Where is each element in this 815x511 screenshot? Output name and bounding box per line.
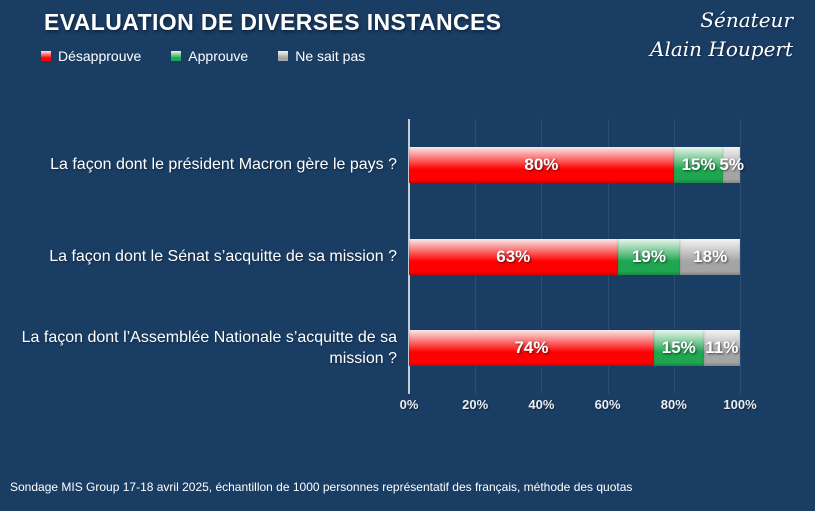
bar-value-label: 15%: [681, 154, 716, 174]
chart-legend: Désapprouve Approuve Ne sait pas: [41, 48, 365, 64]
category-label: La façon dont l’Assemblée Nationale s’ac…: [21, 329, 397, 368]
legend-swatch-icon: [41, 51, 51, 61]
category-label: La façon dont le président Macron gère l…: [50, 156, 397, 174]
page-title: EVALUATION DE DIVERSES INSTANCES: [44, 9, 502, 35]
bar-row: 63% 19% 18%: [409, 238, 740, 275]
bar-row: 80% 15% 5%: [409, 146, 744, 183]
bar-segment-désapprouve: 80%: [409, 146, 674, 183]
legend-label: Ne sait pas: [295, 48, 366, 64]
x-tick-label: 60%: [594, 397, 621, 412]
bar-segment-désapprouve: 74%: [409, 330, 654, 367]
x-tick-label: 100%: [723, 397, 757, 412]
bar-segment-ne-sait-pas: 11%: [703, 330, 740, 367]
bar-segment-approuve: 15%: [653, 330, 704, 367]
x-tick-label: 40%: [528, 397, 555, 412]
bar-value-label: 15%: [661, 338, 696, 358]
bar-segment-désapprouve: 63%: [409, 238, 618, 275]
author-signature: Sénateur Alain Houpert: [650, 6, 793, 64]
legend-swatch-icon: [171, 51, 182, 61]
legend-item: Approuve: [171, 48, 248, 64]
bar-value-label: 5%: [719, 154, 744, 174]
bar-segment-approuve: 15%: [673, 146, 724, 183]
source-note: Sondage MIS Group 17-18 avril 2025, écha…: [10, 480, 633, 494]
x-tick-label: 0%: [399, 397, 419, 412]
legend-swatch-icon: [278, 51, 289, 61]
x-axis: 0% 20% 40% 60% 80% 100%: [400, 397, 757, 415]
category-label: La façon dont le Sénat s’acquitte de sa …: [49, 247, 397, 265]
bar-segment-ne-sait-pas: 5%: [719, 146, 744, 183]
bar-segment-approuve: 19%: [617, 238, 681, 275]
legend-item: Désapprouve: [41, 48, 141, 64]
bar-value-label: 63%: [496, 246, 531, 266]
legend-label: Approuve: [188, 48, 249, 64]
bar-value-label: 80%: [524, 154, 559, 174]
signature-line-2: Alain Houpert: [650, 37, 793, 61]
gridline: [740, 119, 741, 394]
bar-row: 74% 15% 11%: [409, 330, 740, 367]
signature-line-1: Sénateur: [700, 8, 793, 32]
bar-value-label: 74%: [514, 338, 549, 358]
x-tick-label: 20%: [462, 397, 489, 412]
bar-segment-ne-sait-pas: 18%: [680, 238, 740, 275]
plot-area: 80% 15% 5% 63% 19% 18% 74% 15% 11%: [408, 119, 744, 394]
legend-label: Désapprouve: [58, 48, 142, 64]
legend-item: Ne sait pas: [278, 48, 365, 64]
bar-value-label: 18%: [693, 246, 728, 266]
bar-value-label: 11%: [705, 338, 739, 358]
x-tick-label: 80%: [660, 397, 687, 412]
bar-value-label: 19%: [631, 246, 666, 266]
